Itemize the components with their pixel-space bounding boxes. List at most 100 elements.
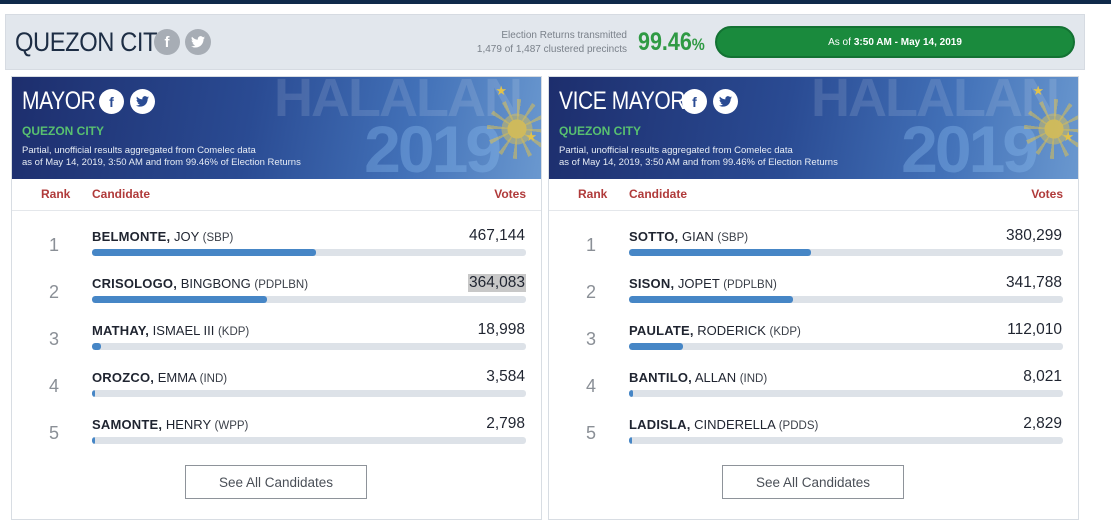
candidate-first-name: EMMA	[157, 370, 196, 385]
candidate-row: 2 CRISOLOGO, BINGBONG (PDPLBN) 364,083	[12, 274, 541, 320]
candidate-first-name: JOPET	[677, 276, 720, 291]
note-line: as of May 14, 2019, 3:50 AM and from 99.…	[22, 157, 301, 168]
candidate-last-name: OROZCO,	[92, 370, 155, 385]
top-rule	[0, 0, 1111, 4]
vote-share-fill	[92, 296, 267, 303]
vice-mayor-card: HALALAN 2019 ★ ★ VICE MAYOR f QUEZON CIT…	[548, 76, 1079, 520]
col-header-candidate: Candidate	[92, 187, 151, 201]
candidate-votes: 364,083	[467, 274, 526, 292]
star-icon: ★	[525, 129, 537, 144]
as-of-value: 3:50 AM - May 14, 2019	[853, 36, 962, 48]
twitter-icon[interactable]	[185, 29, 211, 55]
candidate-last-name: SISON,	[629, 276, 675, 291]
candidate-party: (PDPLBN)	[723, 279, 777, 291]
facebook-icon[interactable]: f	[99, 89, 124, 114]
candidate-party: (WPP)	[214, 420, 249, 432]
facebook-icon[interactable]: f	[154, 29, 180, 55]
candidate-name: CRISOLOGO, BINGBONG (PDPLBN)	[92, 276, 308, 291]
returns-percentage: 99.46%	[638, 28, 705, 57]
vote-share-bar	[629, 249, 1063, 256]
header-divider	[12, 210, 541, 211]
vote-share-fill	[629, 390, 633, 397]
candidate-votes: 2,798	[486, 415, 525, 432]
star-icon: ★	[495, 83, 507, 98]
sun-icon	[1024, 99, 1078, 159]
col-header-votes: Votes	[494, 187, 526, 201]
candidate-votes: 112,010	[1007, 321, 1062, 338]
as-of-label: As of	[828, 36, 851, 48]
vote-share-fill	[92, 437, 95, 444]
candidate-party: (SBP)	[717, 232, 749, 244]
candidate-party: (IND)	[199, 373, 228, 385]
candidate-first-name: BINGBONG	[180, 276, 251, 291]
candidate-rank: 5	[586, 423, 597, 443]
vote-share-bar	[92, 437, 526, 444]
vice-mayor-banner: HALALAN 2019 ★ ★ VICE MAYOR f QUEZON CIT…	[549, 77, 1078, 179]
banner-watermark: HALALAN	[274, 77, 523, 128]
vote-share-bar	[629, 437, 1063, 444]
candidate-rank: 3	[49, 329, 60, 349]
candidate-rank: 4	[586, 376, 597, 396]
vote-share-fill	[629, 296, 793, 303]
candidate-name: MATHAY, ISMAEL III (KDP)	[92, 323, 249, 338]
candidate-row: 5 LADISLA, CINDERELLA (PDDS) 2,829	[549, 415, 1078, 461]
candidate-name: LADISLA, CINDERELLA (PDDS)	[629, 417, 818, 432]
see-all-candidates-button[interactable]: See All Candidates	[185, 465, 367, 499]
vote-share-fill	[629, 437, 632, 444]
candidate-name: BANTILO, ALLAN (IND)	[629, 370, 767, 385]
twitter-icon[interactable]	[130, 89, 155, 114]
candidate-name: SOTTO, GIAN (SBP)	[629, 229, 748, 244]
card-subtitle: QUEZON CITY	[559, 124, 642, 138]
banner-watermark-year: 2019	[364, 112, 502, 179]
candidate-first-name: HENRY	[165, 417, 211, 432]
vote-share-bar	[92, 296, 526, 303]
candidate-party: (PDPLBN)	[254, 279, 309, 291]
candidate-name: BELMONTE, JOY (SBP)	[92, 229, 233, 244]
mayor-card: HALALAN 2019 ★ ★ MAYOR f QUEZON CITY Par…	[11, 76, 542, 520]
candidate-row: 3 PAULATE, RODERICK (KDP) 112,010	[549, 321, 1078, 367]
vote-share-bar	[92, 343, 526, 350]
candidate-last-name: BELMONTE,	[92, 229, 171, 244]
candidate-party: (KDP)	[217, 326, 250, 338]
twitter-icon[interactable]	[713, 89, 738, 114]
vote-share-bar	[629, 390, 1063, 397]
candidate-last-name: SOTTO,	[629, 229, 679, 244]
candidate-first-name: ALLAN	[694, 370, 737, 385]
vote-share-fill	[92, 249, 317, 256]
returns-pct-value: 99.46	[638, 28, 692, 56]
note-line: Partial, unofficial results aggregated f…	[22, 145, 256, 156]
card-note: Partial, unofficial results aggregated f…	[559, 145, 979, 169]
candidate-name: PAULATE, RODERICK (KDP)	[629, 323, 801, 338]
banner-watermark-year: 2019	[901, 112, 1039, 179]
vote-share-bar	[629, 296, 1063, 303]
candidate-last-name: CRISOLOGO,	[92, 276, 178, 291]
candidate-name: SISON, JOPET (PDPLBN)	[629, 276, 777, 291]
mayor-banner: HALALAN 2019 ★ ★ MAYOR f QUEZON CITY Par…	[12, 77, 541, 179]
card-subtitle: QUEZON CITY	[22, 124, 105, 138]
page-header: QUEZON CITY f Election Returns transmitt…	[5, 14, 1085, 70]
candidate-last-name: PAULATE,	[629, 323, 694, 338]
candidate-votes: 3,584	[486, 368, 525, 385]
candidate-rank: 3	[586, 329, 597, 349]
sun-icon	[487, 99, 541, 159]
candidate-party: (SBP)	[202, 232, 234, 244]
facebook-icon[interactable]: f	[682, 89, 707, 114]
candidate-rank: 5	[49, 423, 60, 443]
returns-progress-bar: As of 3:50 AM - May 14, 2019	[715, 26, 1075, 58]
candidate-row: 4 OROZCO, EMMA (IND) 3,584	[12, 368, 541, 414]
vote-share-fill	[629, 343, 683, 350]
candidate-votes: 2,829	[1023, 415, 1062, 432]
note-line: Partial, unofficial results aggregated f…	[559, 145, 793, 156]
candidate-last-name: LADISLA,	[629, 417, 691, 432]
see-all-candidates-button[interactable]: See All Candidates	[722, 465, 904, 499]
returns-pct-sign: %	[691, 35, 705, 54]
candidate-first-name: RODERICK	[697, 323, 766, 338]
candidate-rank: 1	[49, 235, 60, 255]
candidate-last-name: MATHAY,	[92, 323, 150, 338]
candidate-rank: 2	[49, 282, 60, 302]
returns-detail: 1,479 of 1,487 clustered precincts	[476, 44, 627, 55]
candidate-last-name: BANTILO,	[629, 370, 692, 385]
candidate-row: 4 BANTILO, ALLAN (IND) 8,021	[549, 368, 1078, 414]
candidate-rank: 4	[49, 376, 60, 396]
candidate-rank: 1	[586, 235, 597, 255]
